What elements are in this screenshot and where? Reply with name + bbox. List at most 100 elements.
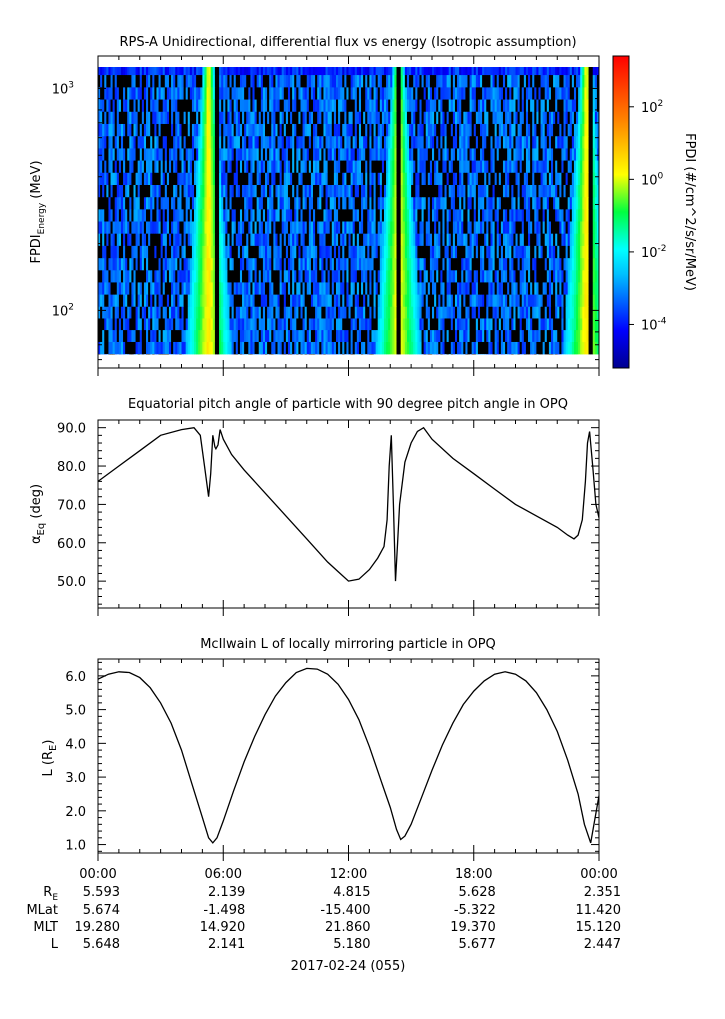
spectrogram-cell [143,148,147,161]
spectrogram-cell [223,329,226,342]
spectrogram-cell [363,269,366,283]
spectrogram-cell [204,282,207,295]
spectrogram-cell [183,184,187,198]
spectrogram-cell [459,282,462,295]
spectrogram-cell [534,306,537,319]
spectrogram-cell [123,160,126,173]
spectrogram-cell [452,318,456,331]
spectrogram-cell [354,233,358,246]
spectrogram-cell [260,221,264,234]
spectrogram-cell [340,111,343,124]
spectrogram-cell [432,184,435,198]
spectrogram-cell [454,257,458,271]
spectrogram-cell [281,184,285,198]
spectrogram-cell [231,245,235,259]
spectrogram-cell [325,341,329,354]
spectrogram-cell [179,160,182,173]
spectrogram-cell [277,257,281,271]
spectrogram-cell [532,135,535,149]
spectrogram-cell [229,196,232,210]
spectrogram-cell [457,245,460,259]
spectrogram-cell [467,148,470,161]
spectrogram-cell [244,208,247,222]
spectrogram-cell [517,172,521,185]
spectrogram-cell [363,148,366,161]
spectrogram-cell [361,257,364,271]
spectrogram-cell [471,318,475,331]
spectrogram-cell [250,341,253,354]
spectrogram-cell [338,135,341,149]
spectrogram-cell [262,148,266,161]
spectrogram-cell [415,184,418,198]
spectrogram-cell [214,221,218,234]
spectrogram-cell [557,245,560,259]
spectrogram-cell [367,245,370,259]
spectrogram-cell [567,160,571,173]
spectrogram-cell [381,111,385,124]
spectrogram-cell [559,208,562,222]
spectrogram-cell [486,148,489,161]
spectrogram-cell [200,135,203,149]
spectrogram-cell [475,111,479,124]
spectrogram-cell [381,329,385,342]
spectrogram-cell [438,208,441,222]
spectrogram-cell [525,233,529,246]
spectrogram-cell [231,318,235,331]
spectrogram-cell [338,318,341,331]
spectrogram-cell [127,221,130,234]
spectrogram-cell [275,148,278,161]
spectrogram-cell [530,329,533,342]
spectrogram-cell [106,294,109,307]
spectrogram-cell [260,353,264,355]
spectrogram-cell [413,172,416,185]
spectrogram-cell [329,221,333,234]
spectrogram-cell [329,341,333,354]
spectrogram-cell [239,294,243,307]
spectrogram-cell [517,282,521,295]
spectrogram-cell [565,257,569,271]
spectrogram-cell [248,294,251,307]
spectrogram-cell [208,245,212,259]
spectrogram-cell [467,221,470,234]
spectrogram-cell [267,257,270,271]
spectrogram-cell [452,269,456,283]
spectrogram-cell [596,318,599,331]
spectrogram-cell [315,111,318,124]
spectrogram-cell [212,329,216,342]
spectrogram-cell [277,318,281,331]
spectrogram-cell [413,257,416,271]
spectrogram-cell [294,329,297,342]
spectrogram-cell [137,233,141,246]
spectrogram-cell [496,221,500,234]
spectrogram-cell [292,123,295,137]
spectrogram-cell [582,148,585,161]
spectrogram-cell [502,123,506,137]
spectrogram-cell [519,329,523,342]
spectrogram-cell [310,221,314,234]
spectrogram-cell [379,233,383,246]
spectrogram-cell [509,221,512,234]
spectrogram-cell [559,318,562,331]
spectrogram-cell [248,221,251,234]
spectrogram-cell [313,221,316,234]
spectrogram-cell [482,233,485,246]
spectrogram-cell [100,208,103,222]
spectrogram-cell [417,221,420,234]
spectrogram-cell [465,257,468,271]
spectrogram-cell [116,269,120,283]
spectrogram-cell [550,353,554,355]
spectrogram-cell [573,282,577,295]
spectrogram-cell [154,257,157,271]
spectrogram-cell [98,221,101,234]
spectrogram-cell [152,341,155,354]
spectrogram-cell [344,318,347,331]
spectrogram-cell [271,221,274,234]
spectrogram-cell [323,294,326,307]
spectrogram-cell [191,221,195,234]
spectrogram-cell [185,184,189,198]
spectrogram-cell [267,123,270,137]
spectrogram-cell [444,123,448,137]
spectrogram-cell [185,353,189,355]
spectrogram-cell [571,306,575,319]
spectrogram-cell [567,221,571,234]
